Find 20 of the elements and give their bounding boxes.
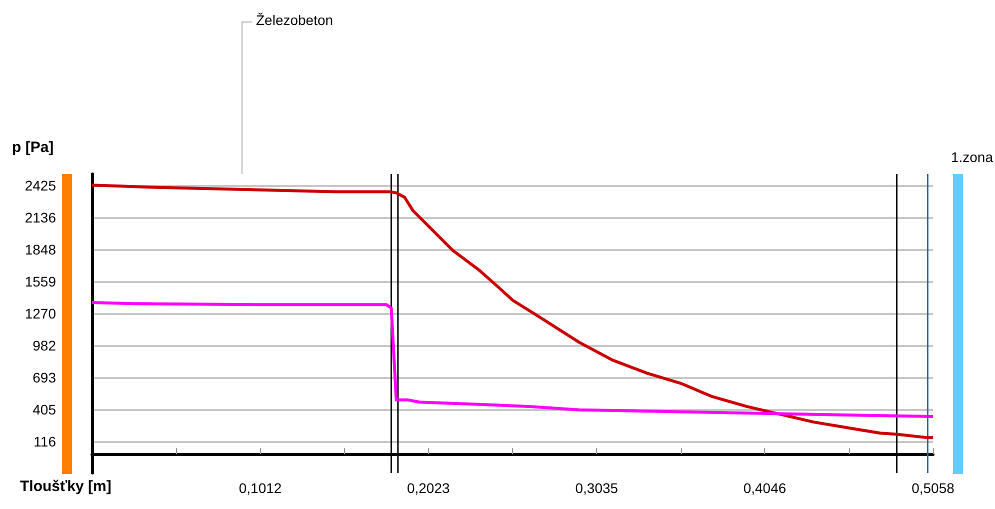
text: 1.zona [950, 149, 994, 165]
x-tick-label: 0,5058 [912, 480, 955, 496]
x-tick-label: 0,4046 [743, 480, 786, 496]
y-tick-label: 116 [34, 433, 56, 450]
line-series [90, 300, 934, 418]
x-tick-label: 0,1012 [238, 480, 282, 496]
x-axis-title: Tloušťky [m] [20, 478, 112, 495]
y-axis-title: p [Pa] [12, 139, 54, 156]
y-tick-label: 1848 [24, 242, 56, 258]
y-tick-label: 693 [32, 369, 56, 386]
y-tick-label: 1559 [24, 274, 56, 290]
y-tick-label: 1270 [24, 306, 56, 322]
y-tick-label: 982 [32, 337, 56, 354]
line-series [90, 184, 934, 440]
x-tick-label: 0,3035 [575, 480, 618, 496]
x-tick-label: 0,2023 [406, 480, 450, 496]
y-tick-label: 405 [32, 401, 56, 418]
text: Železobeton [256, 12, 334, 28]
y-tick-label: 2136 [24, 210, 56, 226]
y-tick-label: 2425 [24, 178, 56, 194]
